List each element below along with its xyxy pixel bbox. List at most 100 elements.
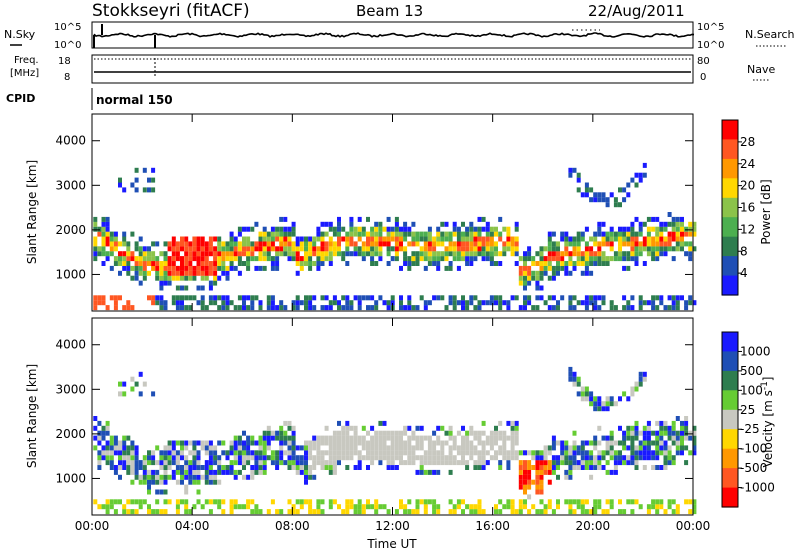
scatter-cell <box>518 275 523 281</box>
scatter-cell <box>175 275 180 281</box>
scatter-cell <box>609 499 614 505</box>
scatter-cell <box>411 256 416 262</box>
scatter-cell <box>126 509 131 515</box>
scatter-cell <box>246 265 251 271</box>
scatter-cell <box>312 509 317 515</box>
scatter-cell <box>399 445 403 451</box>
scatter-cell <box>109 295 114 301</box>
scatter-cell <box>543 246 548 252</box>
scatter-cell <box>436 469 441 475</box>
scatter-cell <box>399 504 403 510</box>
scatter-cell <box>671 499 676 505</box>
scatter-cell <box>502 450 507 456</box>
scatter-cell <box>308 440 313 446</box>
scatter-cell <box>275 246 280 252</box>
scatter-cell <box>151 460 156 466</box>
scatter-cell <box>642 376 647 382</box>
scatter-cell <box>262 450 267 456</box>
scatter-cell <box>551 265 556 271</box>
scatter-cell <box>266 430 271 436</box>
scatter-cell <box>378 450 383 456</box>
scatter-cell <box>527 450 532 456</box>
scatter-cell <box>118 177 122 183</box>
scatter-cell <box>692 440 697 446</box>
scatter-cell <box>411 251 416 257</box>
scatter-cell <box>279 236 284 242</box>
scatter-cell <box>316 504 321 510</box>
scatter-cell <box>580 396 585 402</box>
scatter-cell <box>229 261 234 266</box>
scatter-cell <box>258 440 263 446</box>
scatter-cell <box>353 226 358 232</box>
scatter-cell <box>659 420 664 426</box>
scatter-cell <box>163 509 168 515</box>
scatter-cell <box>237 270 242 276</box>
scatter-cell <box>320 435 325 441</box>
scatter-cell <box>465 261 470 266</box>
scatter-cell <box>275 231 280 237</box>
scatter-cell <box>564 270 569 276</box>
scatter-cell <box>584 460 589 466</box>
scatter-cell <box>155 295 160 301</box>
scatter-cell <box>167 455 172 461</box>
scatter-cell <box>630 177 635 183</box>
scatter-cell <box>320 509 325 515</box>
scatter-cell <box>134 474 139 480</box>
scatter-cell <box>651 499 656 505</box>
scatter-cell <box>580 270 585 276</box>
power-field <box>93 162 697 311</box>
scatter-cell <box>626 425 631 431</box>
scatter-cell <box>651 295 656 301</box>
scatter-cell <box>589 450 594 456</box>
scatter-cell <box>316 236 321 242</box>
scatter-cell <box>291 226 296 232</box>
scatter-cell <box>403 251 408 257</box>
scatter-cell <box>671 300 676 306</box>
colorbar-frame <box>721 331 739 508</box>
scatter-cell <box>543 450 548 456</box>
scatter-cell <box>518 499 523 505</box>
scatter-cell <box>448 236 453 242</box>
scatter-cell <box>407 499 412 505</box>
scatter-cell <box>370 256 375 262</box>
scatter-cell <box>349 425 354 431</box>
scatter-cell <box>589 455 594 461</box>
scatter-cell <box>580 499 585 505</box>
scatter-cell <box>233 246 238 252</box>
scatter-cell <box>638 241 643 247</box>
scatter-cell <box>200 300 205 306</box>
scatter-cell <box>134 167 139 173</box>
scatter-cell <box>113 465 118 470</box>
scatter-cell <box>634 261 639 266</box>
scatter-cell <box>485 246 490 252</box>
scatter-cell <box>316 251 321 257</box>
scatter-cell <box>556 251 560 257</box>
scatter-cell <box>204 261 209 266</box>
scatter-cell <box>147 460 151 466</box>
scatter-cell <box>580 460 585 466</box>
velocity-field <box>93 366 697 515</box>
scatter-cell <box>266 256 271 262</box>
scatter-cell <box>101 221 106 227</box>
scatter-cell <box>403 440 408 446</box>
scatter-cell <box>175 440 180 446</box>
scatter-cell <box>448 499 453 505</box>
scatter-cell <box>659 221 664 227</box>
scatter-cell <box>287 440 292 446</box>
scatter-cell <box>312 261 317 266</box>
scatter-cell <box>556 270 560 276</box>
scatter-cell <box>597 192 602 198</box>
scatter-cell <box>105 241 110 247</box>
scatter-cell <box>514 430 519 436</box>
scatter-cell <box>353 430 358 436</box>
scatter-cell <box>456 460 461 466</box>
scatter-cell <box>547 479 552 485</box>
scatter-cell <box>349 251 354 257</box>
scatter-cell <box>667 435 672 441</box>
scatter-cell <box>618 251 622 257</box>
scatter-cell <box>456 246 461 252</box>
scatter-cell <box>382 420 387 426</box>
scatter-cell <box>270 455 275 461</box>
scatter-cell <box>386 300 391 306</box>
scatter-cell <box>138 236 143 242</box>
